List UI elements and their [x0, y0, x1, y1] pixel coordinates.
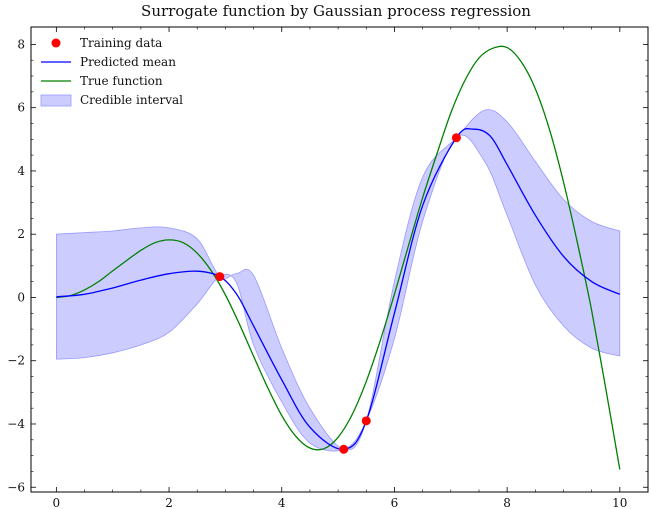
legend: Training data Predicted mean True functi…: [40, 36, 183, 107]
legend-label-training-data: Training data: [80, 36, 162, 50]
legend-label-predicted-mean: Predicted mean: [80, 55, 176, 69]
x-tick-label: 2: [165, 496, 173, 509]
y-tick-label: −4: [7, 417, 25, 431]
chart-title: Surrogate function by Gaussian process r…: [141, 2, 531, 20]
true-function-line: [56, 45, 621, 470]
plot-area: [56, 45, 621, 470]
y-tick-label: −2: [7, 354, 25, 368]
training-point: [361, 416, 371, 426]
y-tick-label: 0: [17, 290, 25, 304]
x-tick-label: 8: [503, 496, 511, 509]
x-tick-label: 6: [391, 496, 399, 509]
legend-label-credible-interval: Credible interval: [80, 93, 183, 107]
training-point: [215, 272, 225, 282]
y-tick-label: 4: [17, 164, 25, 178]
x-tick-label: 0: [53, 496, 61, 509]
y-tick-label: 8: [17, 37, 25, 51]
credible-interval-band: [56, 109, 621, 452]
training-point: [451, 133, 461, 143]
predicted-mean-line: [56, 127, 621, 450]
y-tick-label: −6: [7, 480, 25, 494]
y-tick-label: 6: [17, 101, 25, 115]
legend-swatch-credible-interval: [40, 94, 72, 107]
legend-label-true-function: True function: [80, 74, 163, 88]
legend-marker-training-data: [51, 38, 61, 48]
axes-frame: [30, 26, 649, 493]
axis-ticks: 0 2 4 6 8 10 −6 −4 −2 0 2 4 6 8: [7, 27, 648, 509]
x-tick-label: 10: [612, 496, 627, 509]
training-point: [339, 444, 349, 454]
y-tick-label: 2: [17, 227, 25, 241]
x-tick-label: 4: [278, 496, 286, 509]
